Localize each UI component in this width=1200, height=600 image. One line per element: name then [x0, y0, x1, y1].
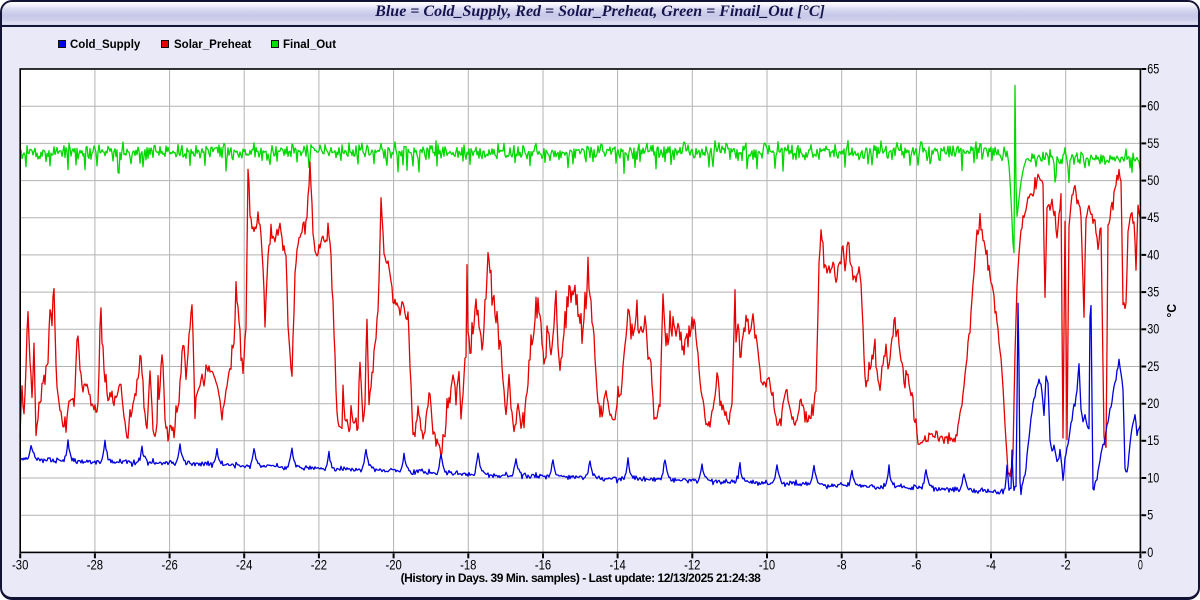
svg-text:25: 25 [1147, 359, 1159, 374]
svg-text:40: 40 [1147, 247, 1159, 262]
svg-text:-10: -10 [759, 558, 775, 573]
svg-text:-16: -16 [535, 558, 551, 573]
svg-text:35: 35 [1147, 285, 1159, 300]
svg-text:-12: -12 [684, 558, 700, 573]
svg-text:50: 50 [1147, 173, 1159, 188]
svg-text:65: 65 [1147, 61, 1159, 76]
svg-text:°C: °C [1165, 304, 1179, 318]
svg-text:5: 5 [1147, 508, 1153, 523]
svg-text:10: 10 [1147, 470, 1159, 485]
svg-text:60: 60 [1147, 99, 1159, 114]
svg-text:-28: -28 [87, 558, 103, 573]
svg-text:-18: -18 [460, 558, 476, 573]
svg-text:-8: -8 [837, 558, 847, 573]
svg-text:30: 30 [1147, 322, 1159, 337]
svg-text:15: 15 [1147, 433, 1159, 448]
svg-text:-24: -24 [236, 558, 253, 573]
svg-text:-4: -4 [986, 558, 996, 573]
svg-text:0: 0 [1147, 545, 1153, 560]
svg-text:-6: -6 [911, 558, 921, 573]
svg-text:55: 55 [1147, 136, 1159, 151]
svg-text:-30: -30 [12, 558, 28, 573]
svg-text:-14: -14 [609, 558, 626, 573]
svg-text:-20: -20 [385, 558, 401, 573]
svg-text:0: 0 [1138, 558, 1143, 573]
svg-text:-22: -22 [311, 558, 327, 573]
svg-text:-2: -2 [1061, 558, 1071, 573]
svg-text:45: 45 [1147, 210, 1159, 225]
svg-text:-26: -26 [161, 558, 177, 573]
svg-text:20: 20 [1147, 396, 1159, 411]
